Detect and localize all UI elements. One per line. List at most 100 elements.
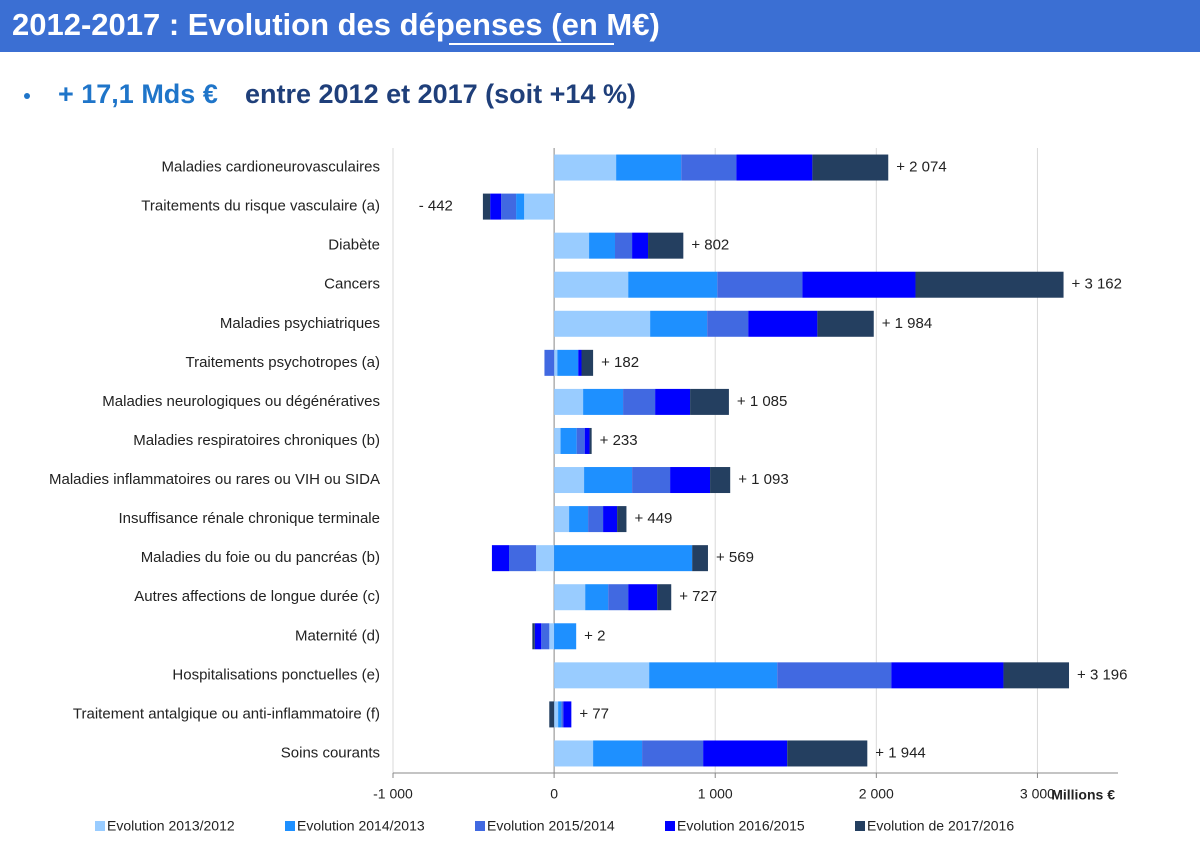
bar-segment [490, 193, 502, 220]
bar-segment [707, 310, 749, 337]
x-tick-label: 3 000 [1020, 786, 1055, 802]
bar-segment [576, 427, 585, 454]
bar-segment [549, 701, 555, 728]
category-label: Traitements psychotropes (a) [185, 354, 380, 371]
total-label: + 3 196 [1077, 666, 1127, 683]
category-label: Insuffisance rénale chronique terminale [118, 510, 380, 527]
bar-segment [650, 310, 708, 337]
bar-segment [509, 545, 537, 572]
bar-segment [581, 349, 594, 376]
category-label: Maladies cardioneurovasculaires [162, 159, 380, 176]
bar-segment [717, 271, 803, 298]
category-label: Autres affections de longue durée (c) [134, 588, 380, 605]
bar-segment [554, 701, 559, 728]
bar-segment [584, 427, 590, 454]
bar-segment [536, 545, 555, 572]
bar-segment [578, 349, 582, 376]
bar-segment [593, 740, 643, 767]
total-label: + 727 [679, 588, 717, 605]
legend-label: Evolution 2015/2014 [487, 818, 615, 834]
category-label: Hospitalisations ponctuelles (e) [172, 666, 380, 683]
bar-segment [554, 545, 693, 572]
bar-segment [642, 740, 704, 767]
category-label: Maladies psychiatriques [220, 315, 380, 332]
category-label: Maladies inflammatoires ou rares ou VIH … [49, 471, 380, 488]
bar-segment [569, 506, 589, 533]
category-label: Maladies du foie ou du pancréas (b) [141, 549, 380, 566]
bar-segment [554, 232, 590, 259]
bar-segment [690, 388, 729, 415]
category-label: Maladies respiratoires chroniques (b) [133, 432, 380, 449]
bar-segment [812, 154, 889, 181]
title: 2012-2017 : Evolution des dépenses (en M… [12, 7, 660, 42]
bar-segment [655, 388, 691, 415]
bar-segment [817, 310, 874, 337]
total-label: + 1 093 [738, 471, 788, 488]
bar-segment [632, 467, 671, 494]
bar-segment [623, 388, 656, 415]
x-tick-label: 2 000 [859, 786, 894, 802]
bullet [24, 93, 30, 99]
bar-segment [657, 584, 672, 611]
x-tick-label: 1 000 [698, 786, 733, 802]
bar-segment [554, 271, 629, 298]
bar-segment [554, 154, 617, 181]
bar-segment [534, 623, 542, 650]
bar-segment [544, 349, 555, 376]
subtitle: entre 2012 et 2017 (soit +14 %) [245, 79, 636, 109]
category-label: Diabète [328, 237, 380, 254]
bar-segment [632, 232, 649, 259]
total-label: + 182 [601, 354, 639, 371]
bar-segment [777, 662, 892, 689]
bar-segment [649, 662, 778, 689]
total-label: + 77 [579, 705, 609, 722]
bar-segment [554, 623, 577, 650]
bar-segment [681, 154, 737, 181]
bar-segment [561, 701, 564, 728]
bar-segment [748, 310, 818, 337]
bar-segment [615, 232, 633, 259]
legend-swatch [285, 821, 295, 831]
legend-label: Evolution de 2017/2016 [867, 818, 1014, 834]
bar-segment [554, 662, 650, 689]
legend-swatch [665, 821, 675, 831]
bar-segment [558, 701, 562, 728]
bar-segment [628, 584, 658, 611]
bar-segment [554, 467, 585, 494]
bar-segment [554, 740, 594, 767]
bar-segment [802, 271, 916, 298]
bar-segment [557, 349, 579, 376]
bar-segment [891, 662, 1004, 689]
legend-swatch [855, 821, 865, 831]
legend-label: Evolution 2016/2015 [677, 818, 805, 834]
category-label: Traitement antalgique ou anti-inflammato… [73, 705, 380, 722]
total-label: + 3 162 [1072, 276, 1122, 293]
total-label: + 569 [716, 549, 754, 566]
total-label: + 449 [634, 510, 672, 527]
bar-segment [560, 427, 577, 454]
total-label: + 1 984 [882, 315, 932, 332]
bar-segment [589, 427, 592, 454]
bar-segment [524, 193, 555, 220]
total-label: + 802 [691, 237, 729, 254]
legend-label: Evolution 2014/2013 [297, 818, 425, 834]
bar-segment [554, 310, 651, 337]
bar-segment [563, 701, 572, 728]
total-label: + 233 [600, 432, 638, 449]
bar-segment [482, 193, 491, 220]
subtitle-highlight: + 17,1 Mds € [58, 79, 218, 109]
legend-swatch [475, 821, 485, 831]
bar-segment [670, 467, 711, 494]
bar-segment [516, 193, 525, 220]
category-label: Soins courants [281, 744, 380, 761]
bar-segment [501, 193, 517, 220]
bar-segment [588, 506, 604, 533]
bar-segment [532, 623, 535, 650]
bar-segment [589, 232, 616, 259]
bar-segment [787, 740, 868, 767]
x-tick-label: 0 [550, 786, 558, 802]
x-axis-label: Millions € [1051, 787, 1115, 803]
bar-segment [617, 506, 627, 533]
total-label: - 442 [419, 198, 453, 215]
